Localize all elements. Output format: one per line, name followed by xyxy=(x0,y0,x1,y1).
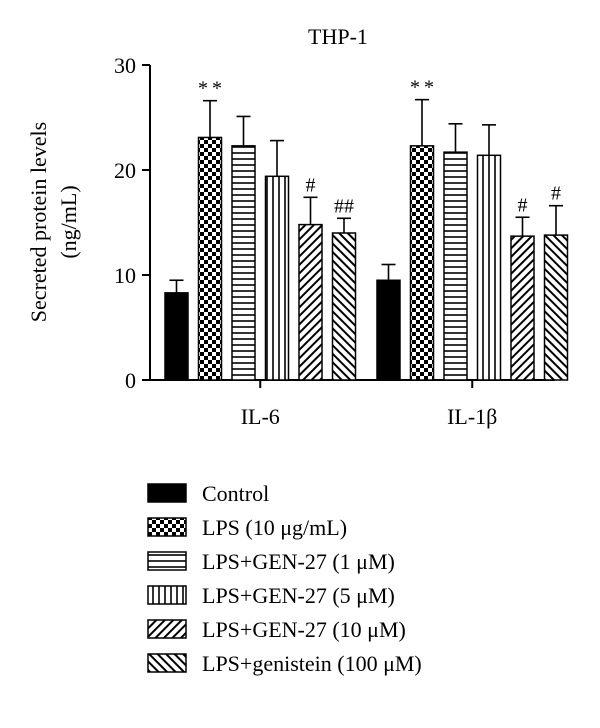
significance-label: # xyxy=(306,174,316,196)
bar xyxy=(409,145,435,381)
x-category-label: IL-6 xyxy=(241,404,280,429)
legend-label: Control xyxy=(202,481,269,506)
legend-label: LPS+genistein (100 μM) xyxy=(202,651,422,676)
y-tick-label: 10 xyxy=(114,263,136,288)
significance-label: * * xyxy=(198,78,222,100)
legend-swatch xyxy=(147,551,187,571)
legend-swatch xyxy=(147,517,187,537)
legend-swatch xyxy=(147,585,187,605)
bar xyxy=(231,145,256,381)
legend-label: LPS+GEN-27 (1 μM) xyxy=(202,549,395,574)
significance-label: # xyxy=(551,183,561,205)
x-category-label: IL-1β xyxy=(447,404,497,429)
legend-item: LPS (10 μg/mL) xyxy=(147,515,347,540)
bars: * *###* *## xyxy=(164,77,569,381)
chart-title: THP-1 xyxy=(308,24,368,49)
y-axis-label-line-1: Secreted protein levels xyxy=(26,122,51,322)
y-axis-label-line-2: (ng/mL) xyxy=(56,185,81,258)
y-tick-label: 20 xyxy=(114,158,136,183)
legend-label: LPS+GEN-27 (5 μM) xyxy=(202,583,395,608)
legend-item: LPS+GEN-27 (1 μM) xyxy=(147,549,395,574)
bar xyxy=(476,154,502,381)
significance-label: * * xyxy=(410,77,434,99)
bar xyxy=(197,136,223,381)
y-axis-label: Secreted protein levels (ng/mL) xyxy=(26,122,81,322)
bar xyxy=(376,279,401,381)
bar xyxy=(164,292,189,381)
significance-label: ## xyxy=(334,195,354,217)
legend-item: LPS+genistein (100 μM) xyxy=(147,651,422,676)
legend-item: LPS+GEN-27 (10 μM) xyxy=(147,617,406,642)
y-tick-label: 0 xyxy=(125,368,136,393)
legend-item: LPS+GEN-27 (5 μM) xyxy=(147,583,395,608)
legend-item: Control xyxy=(147,481,269,506)
bar xyxy=(331,232,357,381)
axes: 0 10 20 30 IL-6 IL-1β xyxy=(114,53,555,429)
bar xyxy=(298,223,323,381)
legend-label: LPS (10 μg/mL) xyxy=(202,515,347,540)
legend-swatch xyxy=(147,619,187,639)
significance-label: # xyxy=(518,194,528,216)
bar xyxy=(543,234,569,381)
bar xyxy=(443,151,468,381)
legend-swatch xyxy=(147,653,187,673)
legend-label: LPS+GEN-27 (10 μM) xyxy=(202,617,406,642)
y-tick-label: 30 xyxy=(114,53,136,78)
legend-swatch xyxy=(147,483,187,503)
bar xyxy=(510,235,535,381)
bar xyxy=(264,175,290,381)
legend: Control LPS (10 μg/mL) LPS+GEN-27 (1 μM) LP… xyxy=(147,481,422,676)
